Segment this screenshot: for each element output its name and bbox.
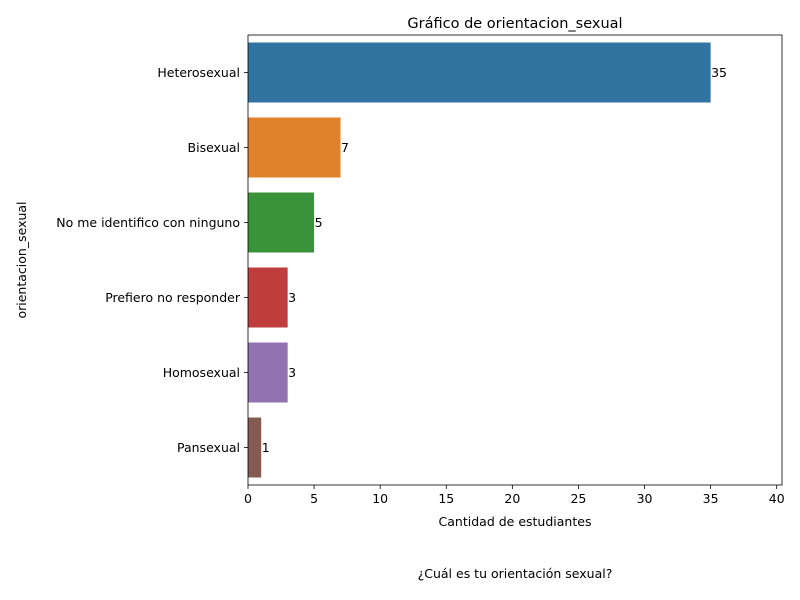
x-tick-label: 20 xyxy=(504,491,520,506)
x-tick-label: 0 xyxy=(244,491,252,506)
y-tick-label: Bisexual xyxy=(188,140,240,155)
x-tick-label: 15 xyxy=(438,491,454,506)
y-tick-label: Pansexual xyxy=(177,440,240,455)
x-tick-label: 5 xyxy=(310,491,318,506)
bar-1 xyxy=(248,117,341,178)
x-tick-label: 30 xyxy=(637,491,653,506)
value-label: 3 xyxy=(288,365,296,380)
y-tick-label: No me identifico con ninguno xyxy=(56,215,240,230)
value-label: 7 xyxy=(341,140,349,155)
plot-frame xyxy=(247,34,783,486)
value-label: 3 xyxy=(288,290,296,305)
value-label: 35 xyxy=(711,65,727,80)
value-label: 5 xyxy=(315,215,323,230)
bar-4 xyxy=(248,342,288,403)
value-labels: 35 7 5 3 3 1 xyxy=(262,65,727,455)
value-label: 1 xyxy=(262,440,270,455)
y-axis-label: orientacion_sexual xyxy=(14,201,29,318)
bar-2 xyxy=(248,192,315,253)
bar-5 xyxy=(248,417,262,478)
x-tick-label: 10 xyxy=(372,491,388,506)
x-tick-label: 35 xyxy=(703,491,719,506)
y-tick-label: Heterosexual xyxy=(157,65,240,80)
x-axis-label: Cantidad de estudiantes xyxy=(439,514,592,529)
bar-0 xyxy=(248,42,711,103)
bar-3 xyxy=(248,267,288,328)
x-axis-ticks: 0 5 10 15 20 25 30 35 40 xyxy=(244,485,785,506)
y-tick-label: Prefiero no responder xyxy=(105,290,241,305)
question-caption: ¿Cuál es tu orientación sexual? xyxy=(417,566,613,581)
x-tick-label: 25 xyxy=(570,491,586,506)
y-tick-labels: Heterosexual Bisexual No me identifico con… xyxy=(56,65,248,455)
y-tick-label: Homosexual xyxy=(163,365,240,380)
chart-title: Gráfico de orientacion_sexual xyxy=(407,16,622,32)
bars-group xyxy=(248,42,711,478)
x-tick-label: 40 xyxy=(769,491,785,506)
